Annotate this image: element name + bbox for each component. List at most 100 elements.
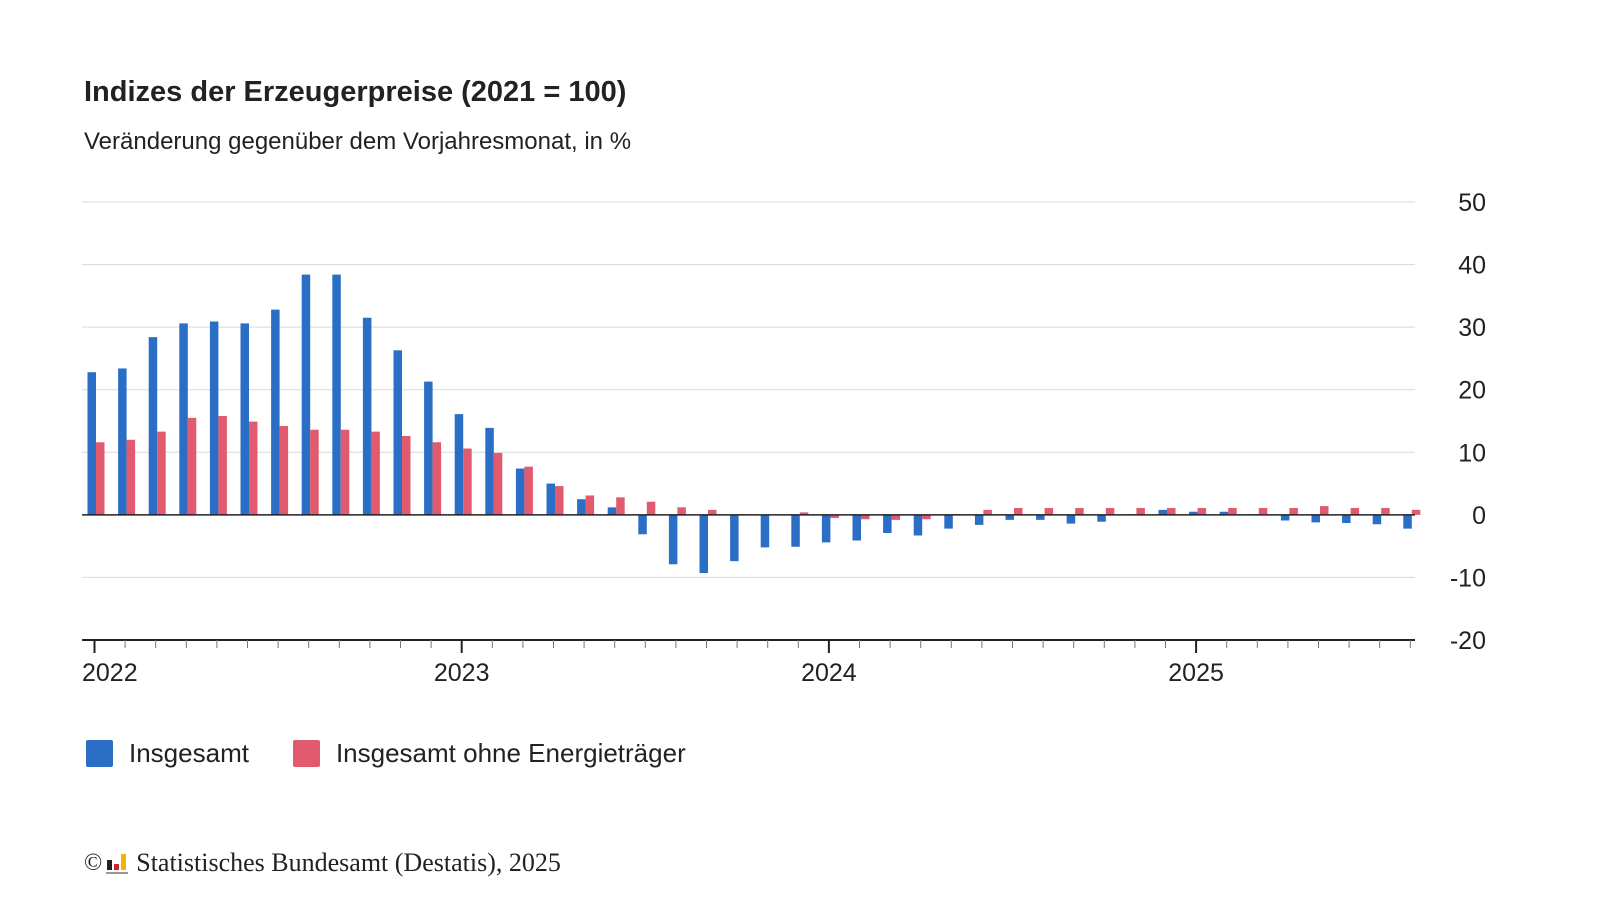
- bar-ohne-energie: [555, 486, 564, 515]
- bar-insgesamt: [485, 427, 494, 515]
- chart-subtitle: Veränderung gegenüber dem Vorjahresmonat…: [84, 128, 632, 155]
- bar-ohne-energie: [187, 417, 197, 515]
- bar-insgesamt: [1066, 514, 1076, 524]
- bar-insgesamt: [638, 514, 647, 535]
- legend-label-ohne-energie: Insgesamt ohne Energieträger: [335, 738, 686, 768]
- bar-insgesamt: [852, 514, 861, 541]
- bar-insgesamt: [1403, 514, 1412, 529]
- source-footer: © Statistisches Bundesamt (Destatis), 20…: [84, 848, 561, 878]
- y-tick-label: -20: [1450, 627, 1486, 655]
- bar-insgesamt: [301, 274, 311, 515]
- bar-ohne-energie: [677, 507, 686, 515]
- y-tick-label: 40: [1458, 252, 1486, 280]
- legend-item-ohne-energie[interactable]: Insgesamt ohne Energieträger: [292, 738, 686, 769]
- bar-insgesamt: [1372, 514, 1382, 525]
- bar-ohne-energie: [1350, 507, 1360, 515]
- bar-insgesamt: [1097, 514, 1106, 522]
- y-tick-label: 10: [1458, 439, 1486, 467]
- bar-insgesamt: [515, 468, 525, 515]
- source-text: Statistisches Bundesamt (Destatis), 2025: [136, 848, 561, 877]
- x-year-label: 2022: [82, 659, 138, 687]
- bar-ohne-energie: [1044, 507, 1054, 515]
- y-tick-label: 50: [1458, 189, 1486, 217]
- bar-ohne-energie: [1381, 507, 1390, 515]
- bar-insgesamt: [821, 514, 831, 543]
- bar-insgesamt: [760, 514, 770, 548]
- legend: Insgesamt Insgesamt ohne Energieträger: [86, 738, 730, 769]
- x-year-label: 2023: [434, 659, 490, 687]
- bar-ohne-energie: [524, 466, 533, 515]
- x-year-label: 2024: [801, 659, 857, 687]
- bar-ohne-energie: [983, 509, 992, 515]
- bar-insgesamt: [332, 274, 341, 515]
- bar-ohne-energie: [218, 415, 227, 515]
- bar-insgesamt: [1005, 514, 1014, 520]
- bar-ohne-energie: [1075, 507, 1084, 515]
- bar-insgesamt: [944, 514, 953, 529]
- bar-insgesamt: [791, 514, 800, 547]
- bar-ohne-energie: [708, 509, 717, 515]
- bar-ohne-energie: [126, 439, 136, 515]
- bar-insgesamt: [546, 483, 555, 515]
- bar-ohne-energie: [922, 514, 931, 520]
- bar-ohne-energie: [585, 495, 595, 515]
- bar-insgesamt: [730, 514, 739, 562]
- bar-insgesamt: [362, 317, 372, 515]
- bar-ohne-energie: [157, 431, 166, 515]
- bar-insgesamt: [1189, 511, 1198, 515]
- bar-insgesamt: [271, 309, 280, 515]
- bar-insgesamt: [1280, 514, 1290, 521]
- bar-insgesamt: [454, 414, 464, 515]
- bar-ohne-energie: [340, 429, 350, 515]
- bar-ohne-energie: [1167, 507, 1176, 515]
- bar-ohne-energie: [310, 429, 319, 515]
- legend-label-insgesamt: Insgesamt: [129, 738, 249, 768]
- bar-insgesamt: [179, 323, 188, 515]
- bar-ohne-energie: [646, 501, 656, 515]
- bar-insgesamt: [424, 381, 433, 515]
- bar-ohne-energie: [402, 436, 411, 515]
- bar-ohne-energie: [1411, 509, 1421, 515]
- bar-ohne-energie: [861, 514, 870, 520]
- bar-ohne-energie: [279, 426, 289, 515]
- bar-ohne-energie: [1136, 507, 1145, 515]
- bar-insgesamt: [1311, 514, 1320, 523]
- bar-insgesamt: [577, 499, 586, 515]
- bar-ohne-energie: [1197, 507, 1207, 515]
- bar-insgesamt: [87, 372, 96, 515]
- bar-ohne-energie: [1258, 507, 1268, 515]
- bar-ohne-energie: [249, 421, 258, 515]
- bar-ohne-energie: [830, 514, 839, 518]
- bar-ohne-energie: [616, 497, 625, 515]
- destatis-logo-icon: [106, 852, 129, 874]
- bar-ohne-energie: [96, 442, 105, 515]
- bar-insgesamt: [1036, 514, 1045, 520]
- bar-insgesamt: [668, 514, 678, 565]
- bar-insgesamt: [1342, 514, 1351, 523]
- bar-ohne-energie: [891, 514, 901, 520]
- bar-insgesamt: [913, 514, 923, 536]
- bar-insgesamt: [240, 323, 249, 515]
- bar-ohne-energie: [1105, 507, 1115, 515]
- legend-swatch-red: [292, 740, 320, 767]
- bar-insgesamt: [974, 514, 984, 525]
- y-tick-label: 30: [1458, 314, 1486, 342]
- bar-ohne-energie: [1228, 507, 1237, 515]
- x-year-label: 2025: [1168, 659, 1224, 687]
- bar-ohne-energie: [1014, 507, 1023, 515]
- bar-insgesamt: [1158, 509, 1167, 515]
- bar-ohne-energie: [1320, 506, 1329, 515]
- bar-ohne-energie: [493, 452, 503, 515]
- bar-ohne-energie: [371, 431, 380, 515]
- bar-ohne-energie: [1289, 507, 1298, 515]
- bar-insgesamt: [209, 321, 219, 515]
- bar-ohne-energie: [432, 442, 442, 515]
- y-tick-label: -10: [1450, 564, 1486, 592]
- bar-insgesamt: [148, 337, 158, 515]
- legend-item-insgesamt[interactable]: Insgesamt: [86, 738, 249, 769]
- bar-insgesamt: [118, 368, 127, 515]
- legend-swatch-blue: [86, 740, 113, 767]
- bar-insgesamt: [607, 507, 617, 515]
- chart-title: Indizes der Erzeugerpreise (2021 = 100): [84, 76, 627, 108]
